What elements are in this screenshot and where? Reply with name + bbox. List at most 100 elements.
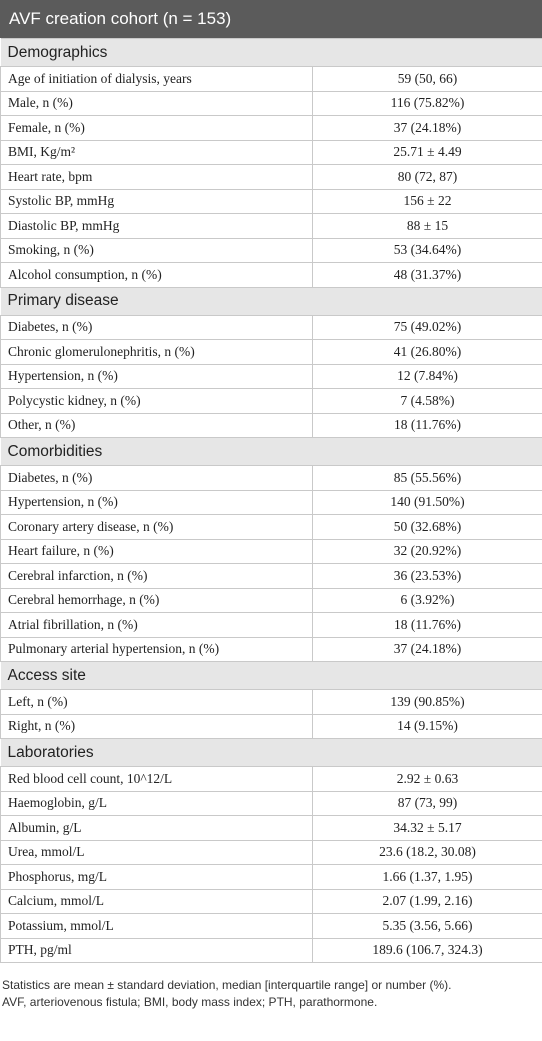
row-label: Other, n (%)	[0, 412, 313, 438]
row-value: 18 (11.76%)	[312, 612, 542, 638]
table-row: Systolic BP, mmHg 156 ± 22	[0, 188, 542, 214]
row-label: Left, n (%)	[0, 689, 313, 715]
row-value: 12 (7.84%)	[312, 363, 542, 389]
table-row: BMI, Kg/m² 25.71 ± 4.49	[0, 139, 542, 165]
table-row: Right, n (%) 14 (9.15%)	[0, 713, 542, 739]
row-value: 18 (11.76%)	[312, 412, 542, 438]
section-row: Laboratories	[0, 738, 542, 767]
footnote-line: AVF, arteriovenous fistula; BMI, body ma…	[2, 995, 378, 1009]
row-value: 75 (49.02%)	[312, 314, 542, 340]
row-value: 50 (32.68%)	[312, 514, 542, 540]
table-row: Heart failure, n (%) 32 (20.92%)	[0, 538, 542, 564]
row-value: 156 ± 22	[312, 188, 542, 214]
row-label: Calcium, mmol/L	[0, 888, 313, 914]
row-value: 37 (24.18%)	[312, 636, 542, 662]
row-label: Polycystic kidney, n (%)	[0, 388, 313, 414]
row-label: Potassium, mmol/L	[0, 913, 313, 939]
table-row: Haemoglobin, g/L 87 (73, 99)	[0, 790, 542, 816]
row-value: 14 (9.15%)	[312, 713, 542, 739]
table-row: Cerebral hemorrhage, n (%) 6 (3.92%)	[0, 587, 542, 613]
row-value: 48 (31.37%)	[312, 262, 542, 288]
table-row: Polycystic kidney, n (%) 7 (4.58%)	[0, 388, 542, 414]
row-value: 2.92 ± 0.63	[312, 766, 542, 792]
section-row: Demographics	[0, 38, 542, 67]
row-value: 32 (20.92%)	[312, 538, 542, 564]
row-value: 189.6 (106.7, 324.3)	[312, 937, 542, 963]
table-row: Coronary artery disease, n (%) 50 (32.68%…	[0, 514, 542, 540]
row-label: Red blood cell count, 10^12/L	[0, 766, 313, 792]
table: Demographics Age of initiation of dialysi…	[0, 38, 542, 963]
section-row: Comorbidities	[0, 437, 542, 466]
row-label: PTH, pg/ml	[0, 937, 313, 963]
row-label: Coronary artery disease, n (%)	[0, 514, 313, 540]
table-row: Cerebral infarction, n (%) 36 (23.53%)	[0, 563, 542, 589]
row-value: 116 (75.82%)	[312, 90, 542, 116]
row-label: BMI, Kg/m²	[0, 139, 313, 165]
row-label: Male, n (%)	[0, 90, 313, 116]
row-label: Diabetes, n (%)	[0, 465, 313, 491]
row-label: Hypertension, n (%)	[0, 363, 313, 389]
table-row: Atrial fibrillation, n (%) 18 (11.76%)	[0, 612, 542, 638]
row-label: Diastolic BP, mmHg	[0, 213, 313, 239]
row-label: Diabetes, n (%)	[0, 314, 313, 340]
row-value: 41 (26.80%)	[312, 339, 542, 365]
table-row: Other, n (%) 18 (11.76%)	[0, 412, 542, 438]
table-row: Diabetes, n (%) 75 (49.02%)	[0, 314, 542, 340]
row-value: 36 (23.53%)	[312, 563, 542, 589]
row-value: 34.32 ± 5.17	[312, 815, 542, 841]
document: AVF creation cohort (n = 153) Demographi…	[0, 0, 542, 1009]
row-value: 87 (73, 99)	[312, 790, 542, 816]
row-value: 88 ± 15	[312, 213, 542, 239]
section-heading: Access site	[0, 661, 542, 690]
table-row: Smoking, n (%) 53 (34.64%)	[0, 237, 542, 263]
row-value: 139 (90.85%)	[312, 689, 542, 715]
row-label: Alcohol consumption, n (%)	[0, 262, 313, 288]
table-row: Calcium, mmol/L 2.07 (1.99, 2.16)	[0, 888, 542, 914]
table-title: AVF creation cohort (n = 153)	[0, 0, 542, 38]
row-value: 1.66 (1.37, 1.95)	[312, 864, 542, 890]
row-label: Systolic BP, mmHg	[0, 188, 313, 214]
row-label: Phosphorus, mg/L	[0, 864, 313, 890]
section-heading: Primary disease	[0, 286, 542, 316]
row-label: Right, n (%)	[0, 713, 313, 739]
row-value: 6 (3.92%)	[312, 587, 542, 613]
table-row: Phosphorus, mg/L 1.66 (1.37, 1.95)	[0, 864, 542, 890]
row-value: 25.71 ± 4.49	[312, 139, 542, 165]
table-row: Hypertension, n (%) 140 (91.50%)	[0, 489, 542, 515]
row-value: 85 (55.56%)	[312, 465, 542, 491]
row-value: 59 (50, 66)	[312, 66, 542, 92]
section-heading: Demographics	[0, 38, 542, 67]
table-row: Albumin, g/L 34.32 ± 5.17	[0, 815, 542, 841]
row-label: Age of initiation of dialysis, years	[0, 66, 313, 92]
row-value: 5.35 (3.56, 5.66)	[312, 913, 542, 939]
row-value: 53 (34.64%)	[312, 237, 542, 263]
row-label: Haemoglobin, g/L	[0, 790, 313, 816]
row-label: Female, n (%)	[0, 115, 313, 141]
row-label: Heart failure, n (%)	[0, 538, 313, 564]
table-row: Alcohol consumption, n (%) 48 (31.37%)	[0, 262, 542, 288]
row-label: Heart rate, bpm	[0, 164, 313, 190]
table-row: Diabetes, n (%) 85 (55.56%)	[0, 465, 542, 491]
row-label: Cerebral infarction, n (%)	[0, 563, 313, 589]
table-row: Age of initiation of dialysis, years 59 (…	[0, 66, 542, 92]
row-value: 140 (91.50%)	[312, 489, 542, 515]
table-row: Female, n (%) 37 (24.18%)	[0, 115, 542, 141]
section-row: Primary disease	[0, 286, 542, 316]
row-value: 80 (72, 87)	[312, 164, 542, 190]
footnote-line: Statistics are mean ± standard deviation…	[2, 978, 452, 992]
row-value: 7 (4.58%)	[312, 388, 542, 414]
row-label: Atrial fibrillation, n (%)	[0, 612, 313, 638]
table-row: Heart rate, bpm 80 (72, 87)	[0, 164, 542, 190]
table-row: Chronic glomerulonephritis, n (%) 41 (26.…	[0, 339, 542, 365]
table-row: Pulmonary arterial hypertension, n (%) 37…	[0, 636, 542, 662]
row-label: Cerebral hemorrhage, n (%)	[0, 587, 313, 613]
section-heading: Comorbidities	[0, 437, 542, 466]
table-row: Hypertension, n (%) 12 (7.84%)	[0, 363, 542, 389]
table-row: Left, n (%) 139 (90.85%)	[0, 689, 542, 715]
row-value: 2.07 (1.99, 2.16)	[312, 888, 542, 914]
row-value: 23.6 (18.2, 30.08)	[312, 839, 542, 865]
table-row: PTH, pg/ml 189.6 (106.7, 324.3)	[0, 937, 542, 963]
section-row: Access site	[0, 661, 542, 690]
table-row: Male, n (%) 116 (75.82%)	[0, 90, 542, 116]
row-label: Smoking, n (%)	[0, 237, 313, 263]
